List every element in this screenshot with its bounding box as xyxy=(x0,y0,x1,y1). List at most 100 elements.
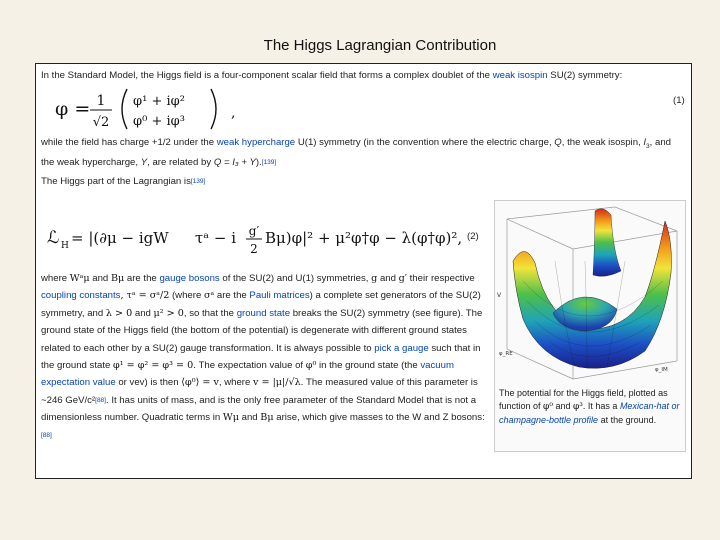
link-weak-isospin[interactable]: weak isospin xyxy=(492,70,548,81)
intro-paragraph: In the Standard Model, the Higgs field i… xyxy=(41,68,686,83)
para4-text-10: . It has units of mass, and is the only … xyxy=(41,394,477,424)
para4-where: where xyxy=(41,273,70,284)
mexican-hat-plot: V φ_RE φ_IM xyxy=(497,206,678,380)
para-lagrangian-intro: The Higgs part of the Lagrangian is[139] xyxy=(41,174,686,189)
article-body: In the Standard Model, the Higgs field i… xyxy=(41,68,686,190)
intro-text: In the Standard Model, the Higgs field i… xyxy=(41,70,493,81)
formula-vev: ⟨φ⁰⟩ = v xyxy=(181,377,219,389)
eq1-row2: φ⁰ + iφ³ xyxy=(133,114,185,129)
para4-are: are the xyxy=(124,273,160,284)
para4-text-7: in the ground state (the xyxy=(316,360,421,372)
para4-where-3: , where xyxy=(218,377,254,389)
para4-text-11: arise, which give masses to the W and Z … xyxy=(273,412,485,424)
link-ground-state[interactable]: ground state xyxy=(236,307,291,319)
link-weak-hypercharge[interactable]: weak hypercharge xyxy=(216,137,296,149)
para4-text-9: . The measured value of this parameter i… xyxy=(41,377,478,406)
equation-1: φ = 1 √2 φ¹ + iφ² φ⁰ + iφ³ , (1) xyxy=(41,83,686,135)
link-pick-a-gauge[interactable]: pick a gauge xyxy=(374,342,429,354)
eq2-two: 2 xyxy=(250,242,258,256)
formula-charge: Q = I₃ + Y xyxy=(213,156,256,168)
link-vacuum-expectation-value[interactable]: vacuum expectation value xyxy=(41,360,454,389)
para4-text-5: such that in the ground state xyxy=(41,342,481,372)
para4-and-3: and xyxy=(132,307,154,319)
eq1-row1: φ¹ + iφ² xyxy=(133,94,185,109)
symbol-tau: , τᵃ = σᵃ/2 xyxy=(120,290,170,302)
para4-text-8: or vev) is then xyxy=(115,377,182,389)
eq2-number: (2) xyxy=(467,231,479,242)
para4-where-2: (where xyxy=(169,290,204,302)
reference-88[interactable]: [88] xyxy=(95,396,106,404)
figure-caption: The potential for the Higgs field, plott… xyxy=(499,387,683,426)
para2-text-6: ). xyxy=(255,156,262,168)
eq2-body-3: Bμ)φ|² + μ²φ†φ − λ(φ†φ)², xyxy=(265,229,462,247)
symbol-w: Wᵃμ xyxy=(69,273,90,284)
link-pauli-matrices[interactable]: Pauli matrices xyxy=(249,290,310,302)
caption-text-3: at the ground. xyxy=(598,414,657,425)
caption-and: and xyxy=(552,400,573,411)
axis-label-phi-im: φ_IM xyxy=(655,367,668,373)
eq1-comma: , xyxy=(231,105,235,121)
eq2-gprime: g′ xyxy=(249,224,260,238)
eq1-number: (1) xyxy=(673,95,685,107)
symbol-b-mu: Bμ xyxy=(260,412,274,424)
symbol-q: Q xyxy=(554,137,562,149)
equation-2-formula: ℒ H = |(∂μ − igW τᵃ − i g′ 2 Bμ)φ|² + μ²… xyxy=(47,224,462,256)
symbol-phi0: φ⁰ xyxy=(305,360,317,372)
para4-text-6: . The expectation value of xyxy=(193,360,306,372)
para4-text-2: ) a complete set generators of the SU(2)… xyxy=(41,290,481,319)
reference-139-b[interactable]: [139] xyxy=(190,178,206,186)
symbol-b: Bμ xyxy=(110,273,125,284)
equation-1-formula: φ = 1 √2 φ¹ + iφ² φ⁰ + iφ³ , xyxy=(55,89,235,130)
para2-text-2: U(1) symmetry (in the convention where t… xyxy=(295,137,555,149)
para-gauge-bosons: where Wᵃμ and Bμ are the gauge bosons of… xyxy=(41,270,493,444)
para2-text-5: , are related by xyxy=(147,156,214,168)
eq2-body-2: τᵃ − i xyxy=(195,229,236,247)
link-gauge-bosons[interactable]: gauge bosons xyxy=(159,273,220,284)
eq2-body: = |(∂μ − igW xyxy=(71,229,169,247)
para2-text: while the field has charge +1/2 under th… xyxy=(41,137,217,149)
eq1-frac-num: 1 xyxy=(97,93,106,109)
eq1-frac-den: √2 xyxy=(93,115,110,130)
symbol-g-prime: g′ xyxy=(398,273,407,284)
formula-v: v = |μ|/√λ xyxy=(253,377,301,389)
eq1-lhs: φ = xyxy=(55,98,90,120)
symbol-g: g xyxy=(371,273,378,284)
caption-text-1: The potential for the Higgs field, plott… xyxy=(499,388,668,411)
para4-and: and xyxy=(89,273,111,284)
symbol-i3-sub: 3 xyxy=(646,143,650,151)
reference-88-b[interactable]: [88] xyxy=(41,431,52,439)
axis-label-phi-re: φ_RE xyxy=(499,351,513,357)
eq2-lhs: ℒ xyxy=(47,228,59,248)
reference-139[interactable]: [139] xyxy=(261,158,277,166)
article-excerpt: In the Standard Model, the Higgs field i… xyxy=(35,63,692,479)
higgs-potential-figure[interactable]: V φ_RE φ_IM The potential for the Higgs … xyxy=(494,200,686,452)
symbol-mu: μ² > 0 xyxy=(153,307,184,319)
intro-text-2: SU(2) symmetry: xyxy=(547,70,623,81)
symbol-w-mu: Wμ xyxy=(222,412,239,424)
para4-are-2: are the xyxy=(214,290,250,302)
formula-ground-state: φ¹ = φ² = φ³ = 0 xyxy=(113,360,194,372)
symbol-y: Y xyxy=(140,156,148,168)
para4-text-4: breaks the SU(2) symmetry (see figure). … xyxy=(41,307,483,354)
para4-and-2: and xyxy=(377,273,399,284)
para2-text-3: , the weak isospin, xyxy=(561,137,644,149)
para4-their: their respective xyxy=(409,273,475,284)
para2-text-4: , and the weak hypercharge, xyxy=(41,137,671,168)
equation-2: ℒ H = |(∂μ − igW τᵃ − i g′ 2 Bμ)φ|² + μ²… xyxy=(41,211,501,265)
para4: where Wᵃμ and Bμ are the gauge bosons of… xyxy=(41,270,493,444)
symbol-lambda: λ > 0 xyxy=(105,307,133,319)
para4-and-4: and xyxy=(238,412,261,424)
axis-label-v: V xyxy=(497,292,502,299)
link-mexican-hat[interactable]: Mexican-hat or champagne-bottle profile xyxy=(499,400,680,425)
caption-phi3: φ³ xyxy=(572,401,583,412)
caption-phi0: φ⁰ xyxy=(543,401,553,412)
symbol-i3: I xyxy=(643,137,647,149)
link-coupling-constants[interactable]: coupling constants xyxy=(41,290,121,302)
para4-text-3: , so that the xyxy=(183,307,237,319)
symbol-sigma: σᵃ xyxy=(203,290,215,302)
para4-text-1: of the SU(2) and U(1) symmetries, xyxy=(219,273,372,284)
caption-text-2: . It has a xyxy=(582,400,620,411)
eq2-lhs-sub: H xyxy=(61,241,69,251)
slide-title: The Higgs Lagrangian Contribution xyxy=(263,37,497,54)
para-hypercharge: while the field has charge +1/2 under th… xyxy=(41,135,686,170)
